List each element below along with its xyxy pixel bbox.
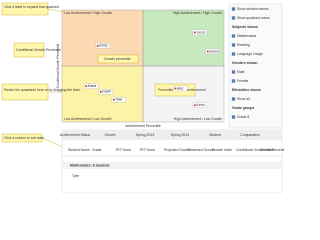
checkbox[interactable] (231, 34, 236, 38)
checkbox-label: Male (237, 70, 244, 74)
student-name: Alex (177, 86, 184, 90)
column-header[interactable]: Growth Percentile (260, 148, 287, 152)
student-point[interactable] (96, 44, 99, 47)
table-group-header[interactable]: Achievement Status (60, 133, 90, 137)
table-group-header[interactable]: Student (209, 133, 221, 137)
table-group-header[interactable]: Spring 2014 (171, 133, 189, 137)
checkbox-label: Show all (237, 97, 250, 101)
checkbox-label: Show student names (237, 7, 269, 11)
column-header[interactable]: Grade (92, 148, 102, 152)
callout-text: Resize the quadrants here or by dragging… (4, 88, 80, 92)
student-point[interactable] (193, 31, 196, 34)
checkbox-label: Mathematics (237, 34, 257, 38)
callout-text: Click a column to sort data (4, 136, 44, 140)
callout-text: Growth percentile (104, 57, 131, 61)
point-label-box (98, 89, 114, 95)
checkbox[interactable] (231, 7, 236, 11)
student-point[interactable] (174, 87, 177, 90)
quadrant-label[interactable]: High Achievement / Low Growth (174, 117, 222, 121)
callout-arrow (47, 8, 65, 13)
quadrant-label[interactable]: Low Achievement / Low Growth (64, 117, 112, 121)
student-point[interactable] (85, 85, 88, 88)
callout-text: Conditional Growth Percentile (16, 48, 61, 52)
panel-heading: Ethnicities shown (232, 88, 261, 92)
point-label-box (192, 102, 207, 108)
table-cell: Tyler (72, 174, 80, 178)
checkbox-label: Language Usage (237, 52, 263, 56)
screen: Achievement Percentile Conditional Growt… (1, 2, 288, 194)
student-name: Maria (88, 84, 97, 88)
panel-heading: Grade groups (232, 106, 254, 110)
checkbox[interactable] (231, 97, 236, 101)
table-group-header[interactable]: Growth (105, 133, 116, 137)
point-label-box (205, 48, 220, 55)
table-group-header[interactable]: Spring 2013 (136, 133, 154, 137)
table-group-header[interactable]: Comparative (240, 133, 259, 137)
panel-heading: Genders shown (232, 61, 257, 65)
student-name: David (102, 90, 111, 94)
column-header[interactable]: Growth Index (212, 148, 232, 152)
callout-text: Click a label to expand that quadrant (4, 5, 59, 9)
student-name: Emily (99, 44, 108, 48)
quadrant-label[interactable]: High Achievement / High Growth (173, 11, 222, 15)
checkbox[interactable] (231, 70, 236, 74)
student-point[interactable] (112, 98, 115, 101)
point-label-box (173, 85, 188, 92)
column-header[interactable]: Conditional Growth Index (236, 148, 274, 152)
checkbox[interactable] (231, 43, 236, 47)
checkbox[interactable] (231, 79, 236, 83)
column-header[interactable]: RIT Score (116, 148, 131, 152)
checkbox-label: Grade 8 (237, 115, 249, 119)
checkbox[interactable] (231, 16, 236, 20)
student-point[interactable] (206, 50, 209, 53)
x-axis-label: Achievement Percentile (125, 124, 161, 128)
checkbox-label: Female (237, 79, 248, 83)
checkbox-label: Show quadrant colors (237, 16, 270, 20)
column-header[interactable]: Observed Growth (188, 148, 215, 152)
point-label-box (84, 83, 99, 89)
callout (97, 54, 139, 64)
section-label: Mathematics: 8 students (70, 163, 110, 167)
column-header[interactable]: Student Name (68, 148, 90, 152)
column-header[interactable]: RIT Score (140, 148, 155, 152)
checkbox[interactable] (231, 52, 236, 56)
checkbox[interactable] (231, 115, 236, 119)
quadrant[interactable] (143, 10, 224, 66)
page: Achievement Percentile Conditional Growt… (1, 2, 288, 194)
point-label-box (95, 43, 110, 49)
student-name: Sasha (209, 49, 219, 53)
student-point[interactable] (193, 104, 196, 107)
table-section (62, 162, 282, 169)
checkbox-label: Reading (237, 43, 250, 47)
student-name: Tyler (115, 97, 123, 101)
y-axis-label: Conditional Growth Percentile (56, 43, 60, 88)
panel-heading: Subjects shown (232, 25, 258, 29)
quadrant-label[interactable]: Low Achievement / High Growth (64, 11, 112, 15)
point-label-box (192, 29, 207, 36)
column-header[interactable]: Projected Growth (164, 148, 190, 152)
callout (13, 42, 45, 58)
callout (1, 83, 49, 101)
table-group-header (62, 130, 282, 140)
student-name: Kevin (196, 103, 205, 107)
student-point[interactable] (99, 90, 102, 93)
student-name: Jacob (196, 30, 205, 34)
options-panel (228, 3, 283, 129)
point-label-box (111, 96, 126, 103)
